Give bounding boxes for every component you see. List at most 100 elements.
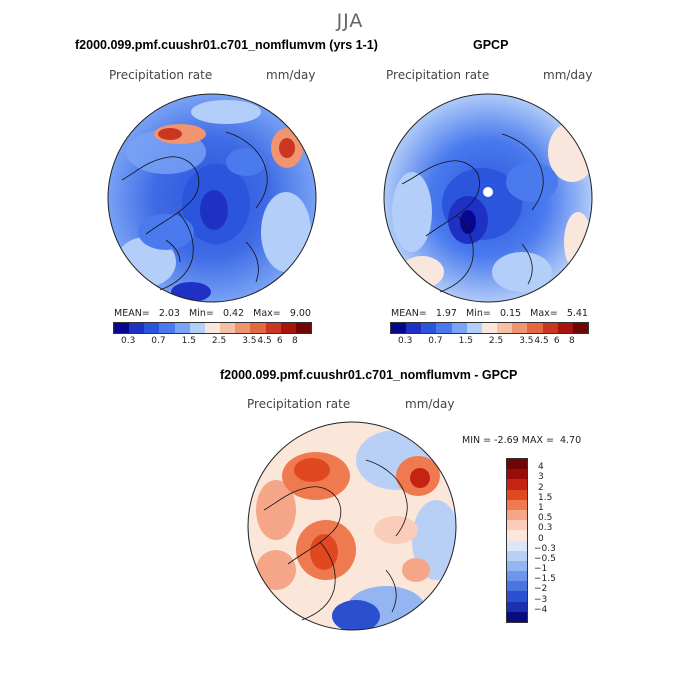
diff-colorbar-swatch	[507, 581, 527, 592]
diff-colorbar-tick-label: −4	[534, 604, 548, 615]
diff-colorbar-swatch	[507, 571, 527, 582]
diff-colorbar-ticks: 4 3 2 1.5 1 0.5 0.3 0 −0.3 −0.5 −1 −1.5 −2 −3 −4	[534, 458, 578, 621]
colorbar-tick-label: 4.5	[257, 336, 272, 346]
colorbar-tick-label: 0.7	[428, 336, 443, 346]
diff-colorbar-swatch	[507, 540, 527, 551]
diff-colorbar-tick-label: −0.3	[534, 543, 556, 554]
colorbar-swatch	[159, 323, 175, 333]
colorbar-swatch	[557, 323, 573, 333]
colorbar-tick-label: 0.7	[151, 336, 166, 346]
obs-polar-map	[383, 93, 593, 303]
obs-min-value: 0.15	[499, 308, 522, 319]
obs-min-label: Min=	[466, 308, 491, 319]
colorbar-swatch	[295, 323, 312, 333]
diff-colorbar-swatch	[507, 499, 527, 510]
obs-colorbar-ticks: 0.3 0.7 1.5 2.5 3.5 4.5 6 8	[390, 336, 587, 348]
colorbar-swatch	[129, 323, 145, 333]
diff-colorbar-tick-label: 3	[538, 472, 544, 483]
diff-min-value: -2.69	[494, 435, 519, 446]
season-title: JJA	[336, 10, 364, 32]
diff-colorbar-swatch	[507, 489, 527, 500]
diff-colorbar-swatch	[507, 591, 527, 602]
colorbar-swatch	[527, 323, 543, 333]
colorbar-tick-label: 1.5	[181, 336, 196, 346]
colorbar-tick-label: 2.5	[488, 336, 504, 346]
diff-colorbar-tick-label: 0.5	[538, 513, 553, 524]
colorbar-swatch	[436, 323, 452, 333]
model-mean-label: MEAN=	[114, 308, 150, 319]
colorbar-swatch	[497, 323, 513, 333]
diff-colorbar-tick-label: −0.5	[534, 553, 556, 564]
model-colorbar-ticks: 0.3 0.7 1.5 2.5 3.5 4.5 6 8	[113, 336, 310, 348]
colorbar-swatch	[220, 323, 236, 333]
colorbar-swatch	[280, 323, 296, 333]
diff-colorbar-tick-label: −1	[534, 564, 548, 575]
diff-colorbar-tick-label: 2	[538, 482, 544, 493]
diff-colorbar-tick-label: 4	[538, 462, 544, 473]
colorbar-swatch	[572, 323, 589, 333]
model-max-label: Max=	[253, 308, 281, 319]
colorbar-swatch	[114, 323, 130, 333]
diff-colorbar-tick-label: −2	[534, 584, 548, 595]
colorbar-swatch	[421, 323, 437, 333]
obs-colorbar	[390, 322, 589, 334]
diff-colorbar-tick-label: 1	[538, 502, 544, 513]
model-min-label: Min=	[189, 308, 214, 319]
diff-colorbar-swatch	[507, 601, 527, 612]
obs-mean-label: MEAN=	[391, 308, 427, 319]
colorbar-swatch	[481, 323, 498, 333]
diff-polar-map	[247, 421, 457, 631]
colorbar-swatch	[204, 323, 221, 333]
diff-colorbar-tick-label: −3	[534, 594, 548, 605]
colorbar-tick-label: 3.5	[519, 336, 534, 346]
obs-mean-value: 1.97	[435, 308, 457, 319]
diff-units-label: mm/day	[405, 397, 455, 411]
colorbar-tick-label: 0.3	[397, 336, 413, 346]
colorbar-tick-label: 6	[276, 336, 283, 346]
colorbar-tick-label: 8	[291, 336, 298, 346]
model-units-label: mm/day	[266, 68, 316, 82]
diff-colorbar	[506, 458, 528, 623]
colorbar-swatch	[542, 323, 558, 333]
diff-min-label: MIN =	[462, 435, 492, 446]
colorbar-swatch	[466, 323, 482, 333]
obs-max-label: Max=	[530, 308, 558, 319]
obs-panel-title: GPCP	[473, 38, 509, 52]
diff-colorbar-swatch	[507, 611, 527, 622]
colorbar-tick-label: 6	[553, 336, 560, 346]
diff-colorbar-tick-label: −1.5	[534, 574, 556, 585]
colorbar-swatch	[406, 323, 422, 333]
colorbar-swatch	[189, 323, 205, 333]
model-min-value: 0.42	[222, 308, 245, 319]
obs-stats: MEAN= 1.97 Min= 0.15 Max= 5.41	[391, 308, 588, 319]
model-mean-value: 2.03	[158, 308, 180, 319]
colorbar-swatch	[512, 323, 528, 333]
diff-colorbar-tick-label: 1.5	[538, 492, 553, 503]
diff-colorbar-swatch	[507, 520, 527, 531]
diff-colorbar-swatch	[507, 459, 527, 470]
colorbar-tick-label: 2.5	[211, 336, 227, 346]
diff-max-value: 4.70	[559, 435, 582, 446]
model-variable-label: Precipitation rate	[109, 68, 213, 82]
diff-colorbar-swatch	[507, 560, 527, 572]
colorbar-tick-label: 8	[568, 336, 575, 346]
colorbar-swatch	[174, 323, 190, 333]
obs-units-label: mm/day	[543, 68, 593, 82]
diff-colorbar-swatch	[507, 469, 527, 480]
diff-colorbar-swatch	[507, 509, 527, 521]
colorbar-tick-label: 3.5	[242, 336, 257, 346]
model-colorbar	[113, 322, 312, 334]
diff-colorbar-swatch	[507, 530, 527, 541]
obs-variable-label: Precipitation rate	[386, 68, 490, 82]
diff-colorbar-swatch	[507, 550, 527, 561]
diff-colorbar-swatch	[507, 479, 527, 490]
diff-variable-label: Precipitation rate	[247, 397, 351, 411]
colorbar-tick-label: 1.5	[458, 336, 473, 346]
model-max-value: 9.00	[289, 308, 311, 319]
colorbar-swatch	[235, 323, 251, 333]
colorbar-swatch	[144, 323, 160, 333]
diff-colorbar-tick-label: 0.3	[538, 523, 553, 534]
diff-panel-title: f2000.099.pmf.cuushr01.c701_nomflumvm - …	[220, 368, 518, 382]
colorbar-swatch	[250, 323, 266, 333]
model-panel-title: f2000.099.pmf.cuushr01.c701_nomflumvm (y…	[75, 38, 378, 52]
